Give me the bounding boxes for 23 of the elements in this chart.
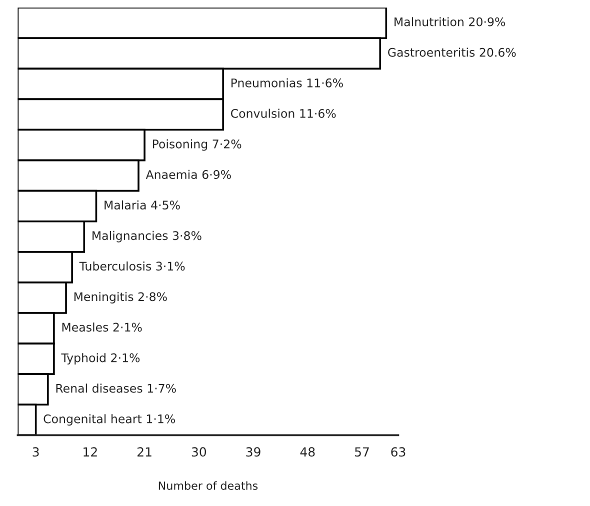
x-tick-label: 63 xyxy=(391,447,406,457)
x-axis-title: Number of deaths xyxy=(158,481,258,490)
y-tick-label: Typhoid 2·1% xyxy=(61,353,140,365)
x-tick-label: 21 xyxy=(138,447,152,456)
y-tick-label: Meningitis 2·8% xyxy=(74,292,167,304)
y-tick-label: Poisoning 7·2% xyxy=(152,139,242,151)
y-tick-label: Tuberculosis 3·1% xyxy=(79,261,185,271)
y-tick-label: Anaemia 6·9% xyxy=(146,170,231,179)
y-tick-label: Malaria 4·5% xyxy=(104,200,180,210)
x-tick-label: 3 xyxy=(32,447,39,457)
y-tick-label: Malnutrition 20·9% xyxy=(394,17,506,26)
y-tick-label: Pneumonias 11·6% xyxy=(231,78,343,88)
y-tick-label: Malignancies 3·8% xyxy=(92,230,202,242)
y-tick-label: Measles 2·1% xyxy=(62,322,142,332)
x-tick-label: 57 xyxy=(355,447,369,457)
y-tick-label: Gastroenteritis 20.6% xyxy=(388,48,516,57)
x-tick-label: 30 xyxy=(192,447,206,457)
x-tick-label: 48 xyxy=(300,447,315,457)
y-tick-label: Renal diseases 1·7% xyxy=(56,384,176,393)
x-tick-label: 12 xyxy=(84,447,97,456)
y-tick-label: Convulsion 11·6% xyxy=(230,108,336,118)
x-tick-label: 39 xyxy=(246,447,260,457)
y-tick-label: Congenital heart 1·1% xyxy=(44,414,175,426)
